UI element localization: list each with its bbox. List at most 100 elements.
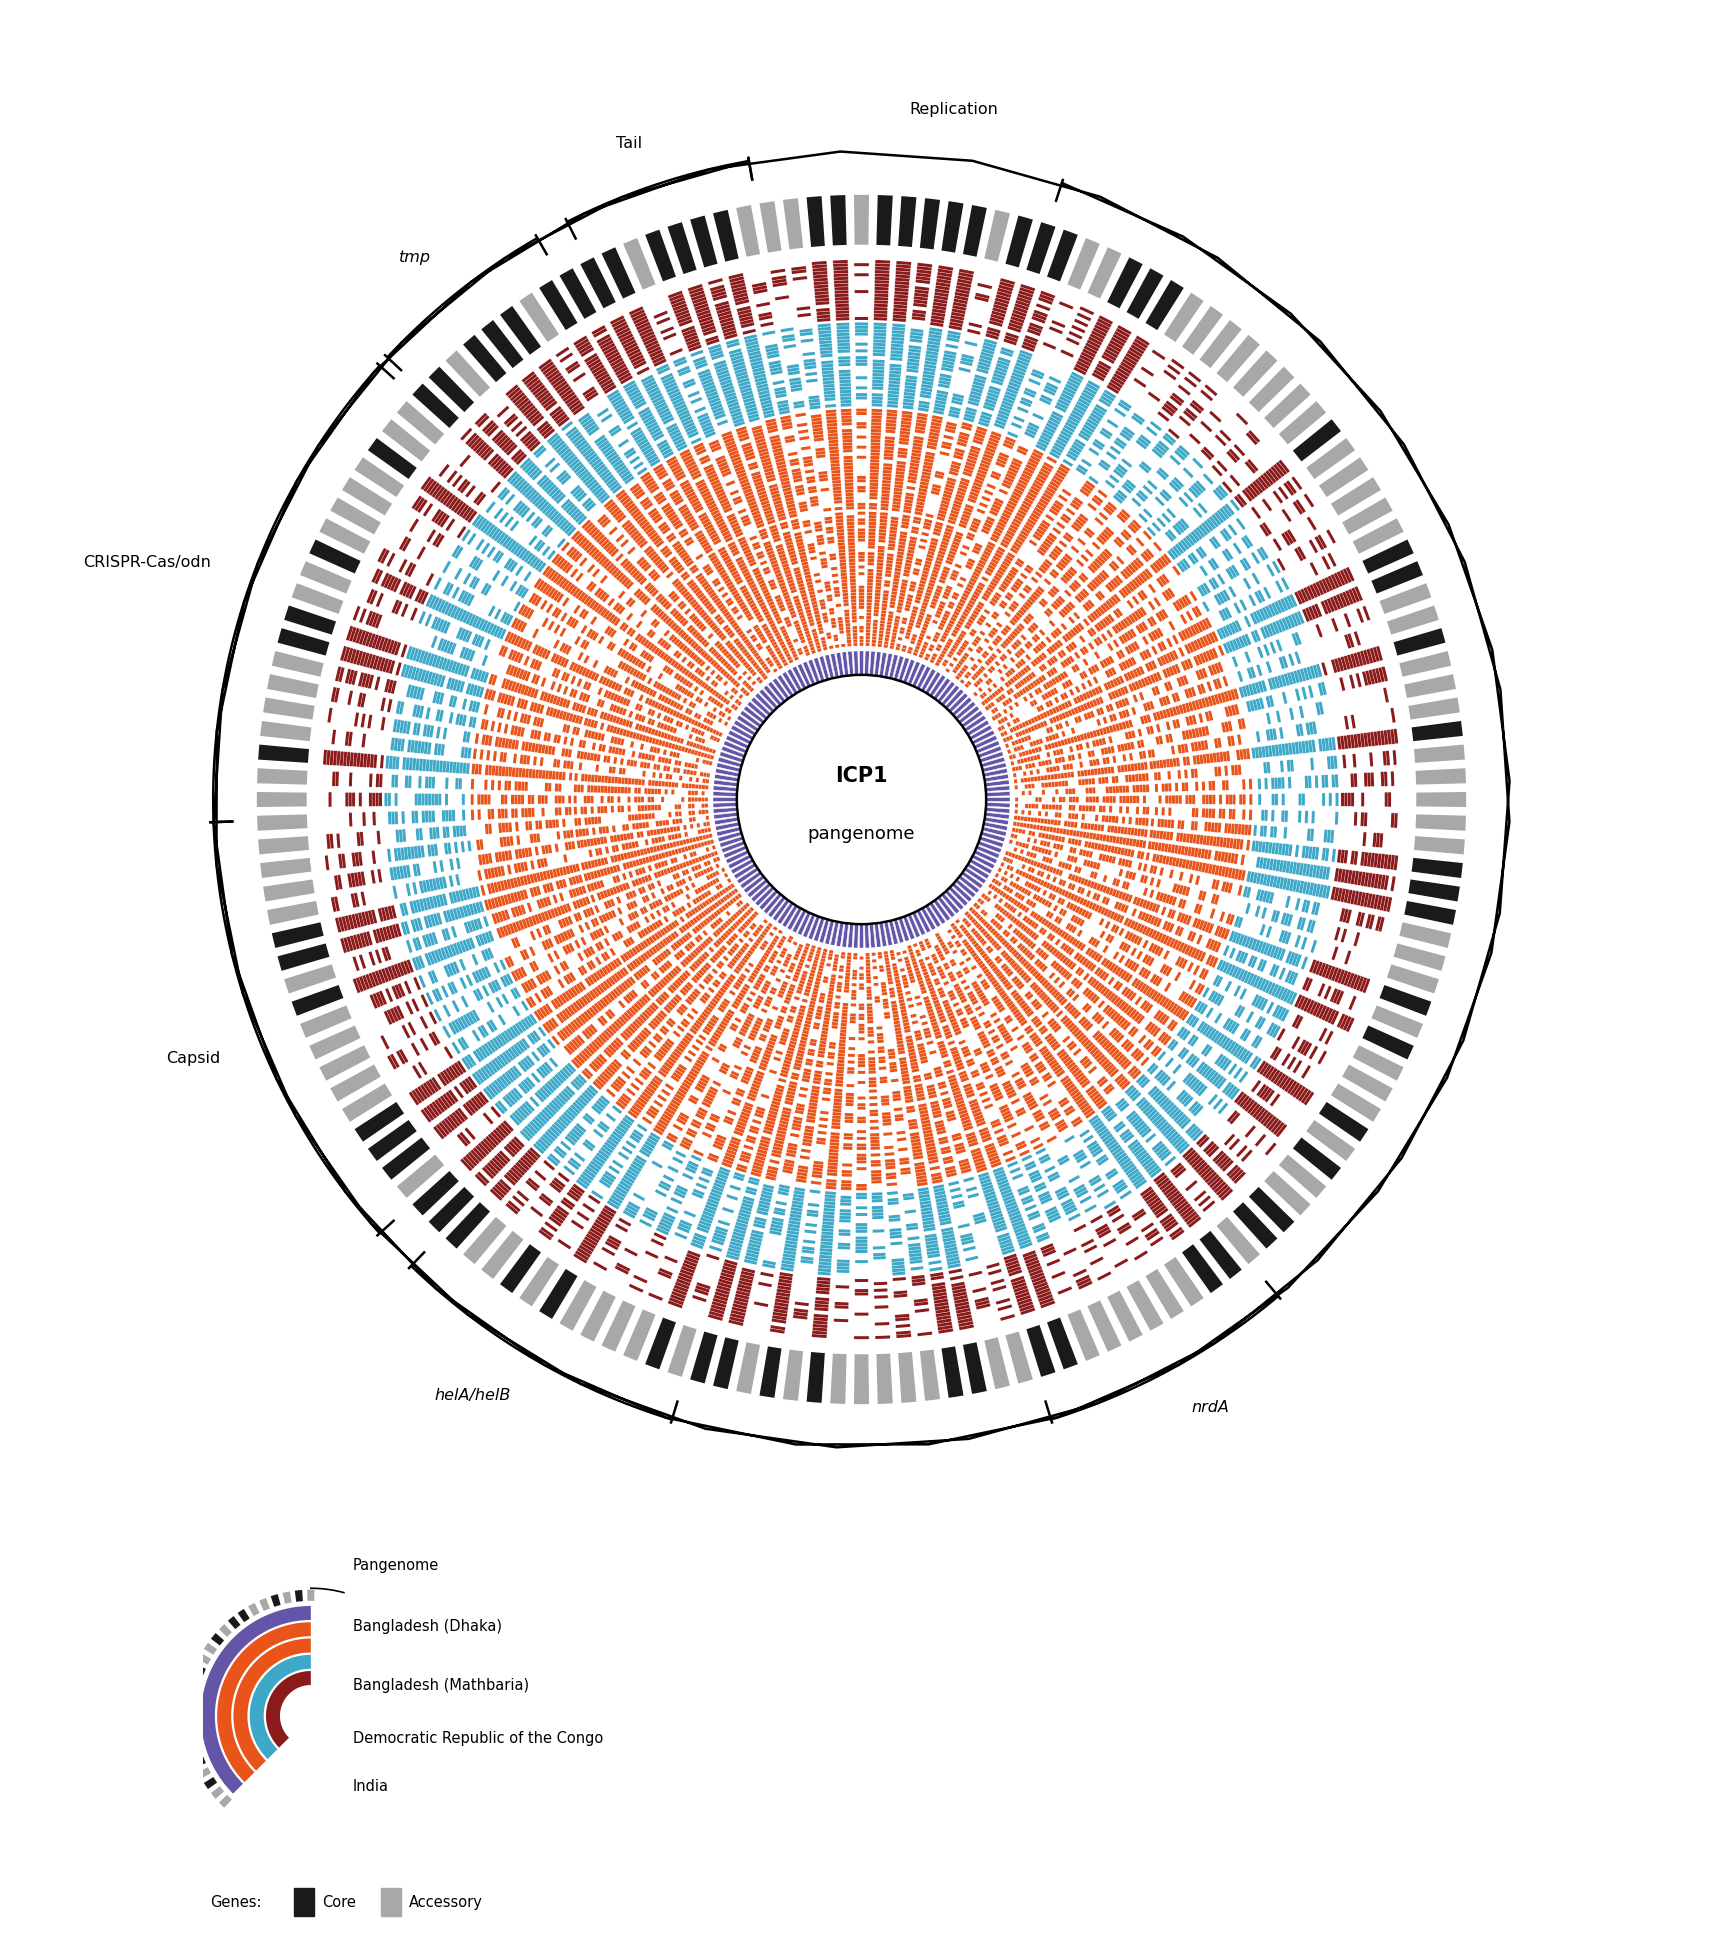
Polygon shape	[946, 556, 955, 562]
Polygon shape	[856, 410, 867, 411]
Polygon shape	[941, 616, 948, 622]
Polygon shape	[567, 1133, 579, 1143]
Polygon shape	[601, 593, 610, 603]
Polygon shape	[620, 495, 631, 503]
Polygon shape	[1073, 716, 1079, 723]
Polygon shape	[715, 817, 739, 825]
Polygon shape	[991, 653, 998, 659]
Polygon shape	[500, 977, 508, 987]
Polygon shape	[608, 1164, 620, 1174]
Polygon shape	[1096, 536, 1106, 546]
Polygon shape	[986, 971, 992, 977]
Polygon shape	[594, 464, 606, 474]
Polygon shape	[924, 361, 937, 365]
Polygon shape	[1161, 489, 1172, 499]
Polygon shape	[460, 480, 470, 493]
Polygon shape	[446, 583, 455, 597]
Polygon shape	[577, 1176, 591, 1188]
Polygon shape	[608, 614, 615, 622]
Polygon shape	[1179, 1028, 1189, 1039]
Polygon shape	[376, 971, 383, 985]
Polygon shape	[1273, 911, 1280, 922]
Polygon shape	[426, 993, 434, 1006]
Polygon shape	[555, 710, 560, 720]
Polygon shape	[889, 1230, 901, 1234]
Polygon shape	[1101, 1133, 1113, 1143]
Polygon shape	[1270, 642, 1277, 653]
Polygon shape	[743, 1072, 751, 1078]
Polygon shape	[708, 657, 713, 663]
Polygon shape	[656, 702, 662, 710]
Polygon shape	[426, 651, 432, 665]
Polygon shape	[532, 959, 539, 971]
Polygon shape	[1058, 909, 1065, 915]
Polygon shape	[910, 1139, 920, 1143]
Polygon shape	[1039, 704, 1044, 712]
Polygon shape	[798, 1094, 806, 1098]
Polygon shape	[1260, 474, 1272, 488]
Polygon shape	[739, 959, 746, 965]
Polygon shape	[1017, 1232, 1029, 1240]
Polygon shape	[1103, 909, 1110, 916]
Polygon shape	[432, 913, 439, 926]
Polygon shape	[722, 905, 727, 911]
Polygon shape	[975, 1303, 991, 1310]
Polygon shape	[1042, 720, 1048, 727]
Polygon shape	[1172, 844, 1175, 854]
Polygon shape	[1044, 489, 1054, 497]
Polygon shape	[791, 519, 799, 523]
Polygon shape	[858, 603, 865, 604]
Polygon shape	[824, 507, 832, 511]
Polygon shape	[694, 406, 706, 413]
Polygon shape	[1172, 1164, 1184, 1176]
Polygon shape	[436, 913, 443, 924]
Polygon shape	[694, 632, 701, 638]
Polygon shape	[992, 965, 998, 971]
Polygon shape	[1008, 606, 1015, 612]
Polygon shape	[1294, 741, 1299, 755]
Polygon shape	[1060, 464, 1070, 472]
Polygon shape	[989, 536, 998, 542]
Polygon shape	[1051, 632, 1058, 640]
Polygon shape	[572, 889, 577, 897]
Polygon shape	[1166, 681, 1173, 690]
Polygon shape	[548, 844, 551, 854]
Polygon shape	[958, 647, 963, 653]
Polygon shape	[1108, 936, 1115, 944]
Polygon shape	[784, 569, 791, 575]
Polygon shape	[703, 883, 708, 889]
Polygon shape	[646, 386, 660, 396]
Polygon shape	[865, 636, 870, 640]
Polygon shape	[929, 644, 936, 649]
Polygon shape	[725, 1152, 736, 1158]
Polygon shape	[1163, 1219, 1177, 1230]
Polygon shape	[936, 1123, 944, 1129]
Polygon shape	[1215, 737, 1218, 749]
Polygon shape	[765, 513, 774, 519]
Polygon shape	[1073, 821, 1077, 829]
Polygon shape	[1187, 659, 1194, 669]
Polygon shape	[968, 452, 979, 458]
Polygon shape	[415, 811, 419, 823]
Polygon shape	[1041, 544, 1049, 552]
Polygon shape	[457, 1108, 469, 1121]
Polygon shape	[544, 456, 557, 468]
Polygon shape	[520, 983, 529, 994]
Polygon shape	[1242, 1098, 1253, 1110]
Polygon shape	[679, 665, 684, 673]
Polygon shape	[1067, 700, 1072, 708]
Polygon shape	[906, 996, 913, 1002]
Polygon shape	[1025, 1256, 1039, 1264]
Polygon shape	[891, 343, 905, 347]
Polygon shape	[1120, 1102, 1130, 1112]
Polygon shape	[567, 1024, 575, 1034]
Polygon shape	[755, 484, 765, 489]
Polygon shape	[651, 645, 658, 653]
Polygon shape	[1025, 1008, 1032, 1014]
Polygon shape	[598, 337, 612, 347]
Polygon shape	[805, 963, 810, 969]
Polygon shape	[463, 573, 472, 585]
Polygon shape	[882, 1121, 893, 1125]
Polygon shape	[379, 774, 383, 788]
Polygon shape	[994, 874, 999, 878]
